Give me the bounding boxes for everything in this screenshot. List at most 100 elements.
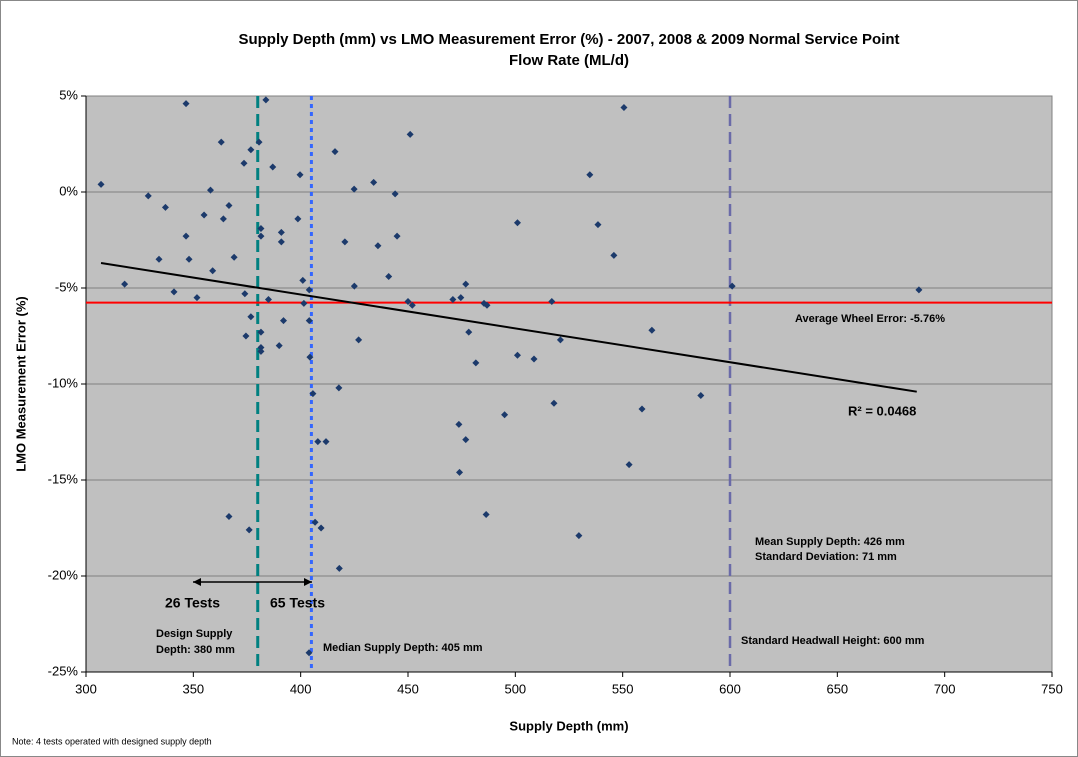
x-tick-label: 550 xyxy=(612,681,634,696)
point xyxy=(404,297,412,305)
point xyxy=(648,326,656,334)
y-tick-label: 0% xyxy=(59,183,78,198)
point xyxy=(586,171,594,179)
point xyxy=(170,288,178,296)
point xyxy=(406,130,414,138)
y-axis-label: LMO Measurement Error (%) xyxy=(13,296,28,472)
annotation: Average Wheel Error: -5.76% xyxy=(795,313,945,325)
point xyxy=(269,163,277,171)
point xyxy=(455,420,463,428)
point xyxy=(299,276,307,284)
point xyxy=(548,297,556,305)
annotation: Design Supply xyxy=(156,628,233,640)
point xyxy=(257,347,265,355)
y-tick-label: -10% xyxy=(48,375,79,390)
point xyxy=(513,351,521,359)
point xyxy=(247,146,255,154)
point xyxy=(370,178,378,186)
x-tick-label: 650 xyxy=(826,681,848,696)
annotation: 65 Tests xyxy=(270,595,325,611)
annotation: Standard Headwall Height: 600 mm xyxy=(741,635,925,647)
point xyxy=(341,238,349,246)
point xyxy=(594,221,602,229)
point xyxy=(620,104,628,112)
point xyxy=(121,280,129,288)
point xyxy=(625,461,633,469)
point xyxy=(355,336,363,344)
point xyxy=(225,201,233,209)
y-tick-label: -25% xyxy=(48,663,79,678)
point xyxy=(350,282,358,290)
x-axis-label: Supply Depth (mm) xyxy=(509,718,628,733)
y-tick-label: 5% xyxy=(59,87,78,102)
note: Note: 4 tests operated with designed sup… xyxy=(12,736,212,746)
point xyxy=(277,238,285,246)
point xyxy=(462,280,470,288)
point xyxy=(242,332,250,340)
x-tick-label: 300 xyxy=(75,681,97,696)
point xyxy=(350,185,358,193)
point xyxy=(335,564,343,572)
point xyxy=(225,512,233,520)
point xyxy=(240,159,248,167)
annotation: Standard Deviation: 71 mm xyxy=(755,551,897,563)
point xyxy=(182,232,190,240)
arrow-head xyxy=(193,578,201,586)
point xyxy=(309,390,317,398)
point xyxy=(182,100,190,108)
point xyxy=(275,342,283,350)
trendline xyxy=(100,262,917,393)
point xyxy=(550,399,558,407)
point xyxy=(472,359,480,367)
point xyxy=(207,186,215,194)
point xyxy=(155,255,163,263)
y-tick-label: -20% xyxy=(48,567,79,582)
y-tick-label: -15% xyxy=(48,471,79,486)
point xyxy=(144,192,152,200)
point xyxy=(530,355,538,363)
point xyxy=(501,411,509,419)
x-tick-label: 450 xyxy=(397,681,419,696)
point xyxy=(385,272,393,280)
point xyxy=(556,336,564,344)
annotation: Median Supply Depth: 405 mm xyxy=(323,642,483,654)
x-tick-label: 600 xyxy=(719,681,741,696)
point xyxy=(305,317,313,325)
annotation: 26 Tests xyxy=(165,595,220,611)
point xyxy=(393,232,401,240)
point xyxy=(728,282,736,290)
annotation: Mean Supply Depth: 426 mm xyxy=(755,536,905,548)
point xyxy=(255,138,263,146)
point xyxy=(277,228,285,236)
chart-title: Flow Rate (ML/d) xyxy=(509,52,629,69)
x-tick-label: 500 xyxy=(504,681,526,696)
x-tick-label: 350 xyxy=(182,681,204,696)
arrow-head xyxy=(304,578,312,586)
annotation: Depth: 380 mm xyxy=(156,644,235,656)
chart-title: Supply Depth (mm) vs LMO Measurement Err… xyxy=(238,31,899,48)
point xyxy=(456,468,464,476)
point xyxy=(408,301,416,309)
point xyxy=(193,294,201,302)
point xyxy=(257,232,265,240)
point xyxy=(306,353,314,361)
point xyxy=(482,511,490,519)
point xyxy=(483,301,491,309)
point xyxy=(391,190,399,198)
point xyxy=(247,313,255,321)
point xyxy=(262,96,270,104)
point xyxy=(465,328,473,336)
point xyxy=(374,242,382,250)
point xyxy=(638,405,646,413)
point xyxy=(257,344,265,352)
point xyxy=(697,392,705,400)
point xyxy=(335,384,343,392)
point xyxy=(294,215,302,223)
point xyxy=(317,524,325,532)
x-tick-label: 750 xyxy=(1041,681,1063,696)
point xyxy=(915,286,923,294)
point xyxy=(257,328,265,336)
point xyxy=(217,138,225,146)
y-tick-label: -5% xyxy=(55,279,79,294)
point xyxy=(264,296,272,304)
